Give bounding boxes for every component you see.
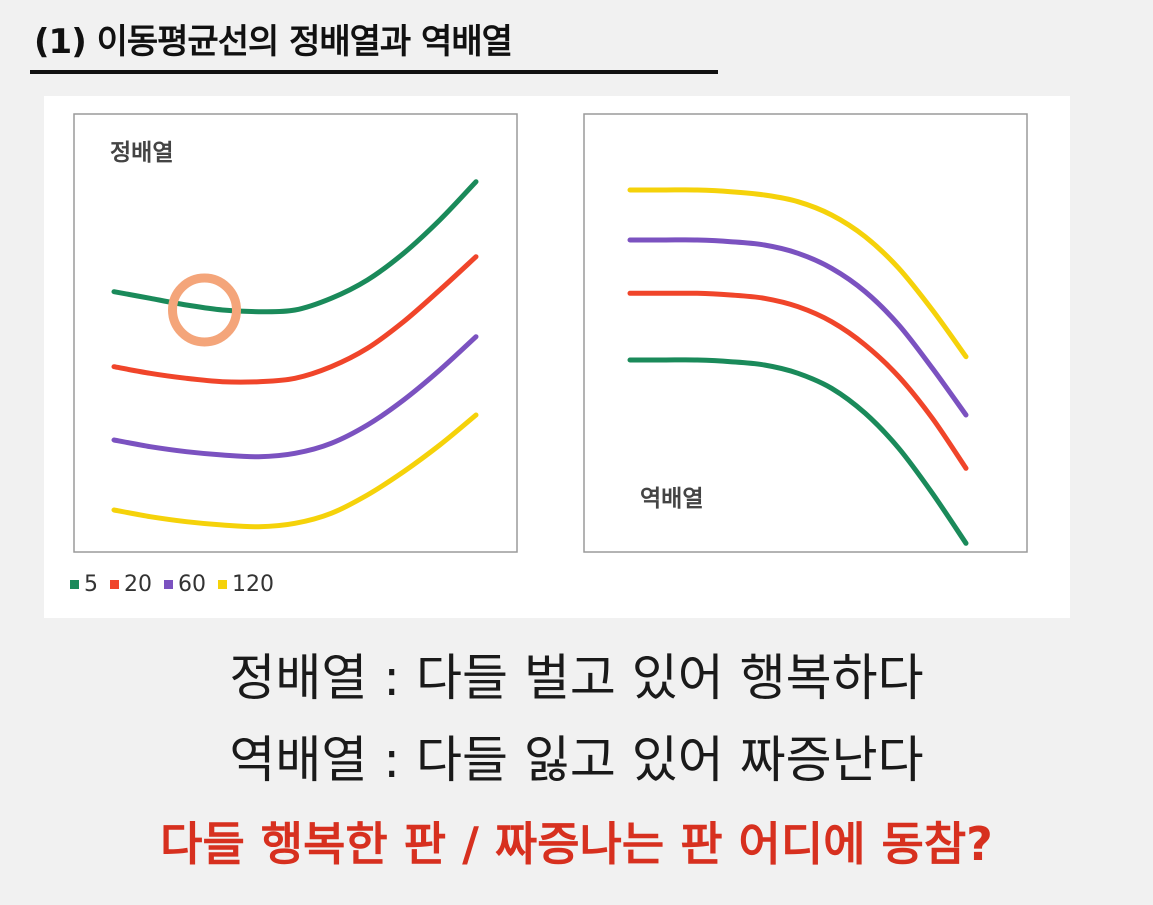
right-series-line-20 xyxy=(627,290,969,471)
left-series-line-120 xyxy=(111,412,479,530)
left-panel-lines xyxy=(111,179,479,530)
right-series-line-60 xyxy=(627,237,969,418)
chart-canvas: 정배열 역배열 xyxy=(73,113,1028,553)
legend-label: 5 xyxy=(84,572,98,597)
legend-item-120: 120 xyxy=(218,572,274,597)
right-series-line-5 xyxy=(627,357,969,546)
legend-swatch xyxy=(110,580,119,589)
title-underline xyxy=(30,70,718,74)
right-panel-frame xyxy=(583,113,1028,553)
legend-swatch xyxy=(164,580,173,589)
left-panel-title: 정배열 xyxy=(110,140,173,166)
left-series-line-20 xyxy=(111,254,479,385)
left-panel-frame xyxy=(73,113,518,553)
right-panel-title: 역배열 xyxy=(640,486,703,512)
left-series-line-60 xyxy=(111,334,479,460)
page-title: (1) 이동평균선의 정배열과 역배열 xyxy=(34,22,513,62)
right-panel-lines xyxy=(627,187,969,546)
legend-item-60: 60 xyxy=(164,572,206,597)
highlight-circle xyxy=(168,273,241,347)
caption-reverse-arrangement: 역배열 : 다들 잃고 있어 짜증난다 xyxy=(229,731,924,789)
legend-swatch xyxy=(218,580,227,589)
legend-item-5: 5 xyxy=(70,572,98,597)
legend: 5 20 60 120 xyxy=(70,572,274,597)
legend-label: 120 xyxy=(232,572,274,597)
legend-item-20: 20 xyxy=(110,572,152,597)
right-series-line-120 xyxy=(627,187,969,360)
legend-label: 20 xyxy=(124,572,152,597)
caption-question: 다들 행복한 판 / 짜증나는 판 어디에 동참? xyxy=(160,817,993,871)
caption-golden-arrangement: 정배열 : 다들 벌고 있어 행복하다 xyxy=(229,649,924,707)
legend-label: 60 xyxy=(178,572,206,597)
moving-average-figure: 정배열 역배열 5 20 60 120 xyxy=(44,96,1070,618)
legend-swatch xyxy=(70,580,79,589)
left-series-line-5 xyxy=(111,179,479,315)
